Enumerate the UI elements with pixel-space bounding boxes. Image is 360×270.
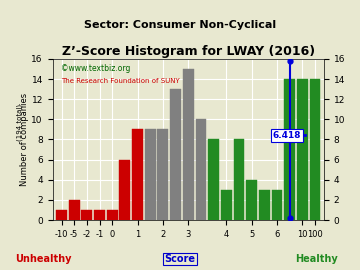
Bar (246, 180, 257, 220)
Text: ©www.textbiz.org: ©www.textbiz.org (61, 64, 130, 73)
Text: The Research Foundation of SUNY: The Research Foundation of SUNY (61, 78, 180, 84)
Bar (284, 79, 295, 220)
Bar (157, 129, 168, 220)
Bar (107, 210, 118, 220)
Title: Z’-Score Histogram for LWAY (2016): Z’-Score Histogram for LWAY (2016) (62, 45, 315, 58)
Text: Sector: Consumer Non-Cyclical: Sector: Consumer Non-Cyclical (84, 20, 276, 30)
Bar (183, 69, 194, 220)
Bar (310, 79, 320, 220)
Text: Unhealthy: Unhealthy (15, 254, 71, 264)
Bar (195, 119, 206, 220)
Text: (194 total): (194 total) (16, 104, 23, 141)
Y-axis label: Number of companies: Number of companies (20, 93, 29, 186)
Bar (259, 190, 270, 220)
Bar (120, 160, 130, 220)
Bar (208, 140, 219, 220)
Text: Healthy: Healthy (296, 254, 338, 264)
Bar (56, 210, 67, 220)
Bar (94, 210, 105, 220)
Bar (221, 190, 231, 220)
Text: 6.418: 6.418 (273, 131, 301, 140)
Bar (297, 79, 308, 220)
Bar (69, 200, 80, 220)
Bar (170, 89, 181, 220)
Bar (271, 190, 282, 220)
Bar (145, 129, 156, 220)
Text: Score: Score (165, 254, 195, 264)
Bar (234, 140, 244, 220)
Bar (132, 129, 143, 220)
Bar (81, 210, 92, 220)
